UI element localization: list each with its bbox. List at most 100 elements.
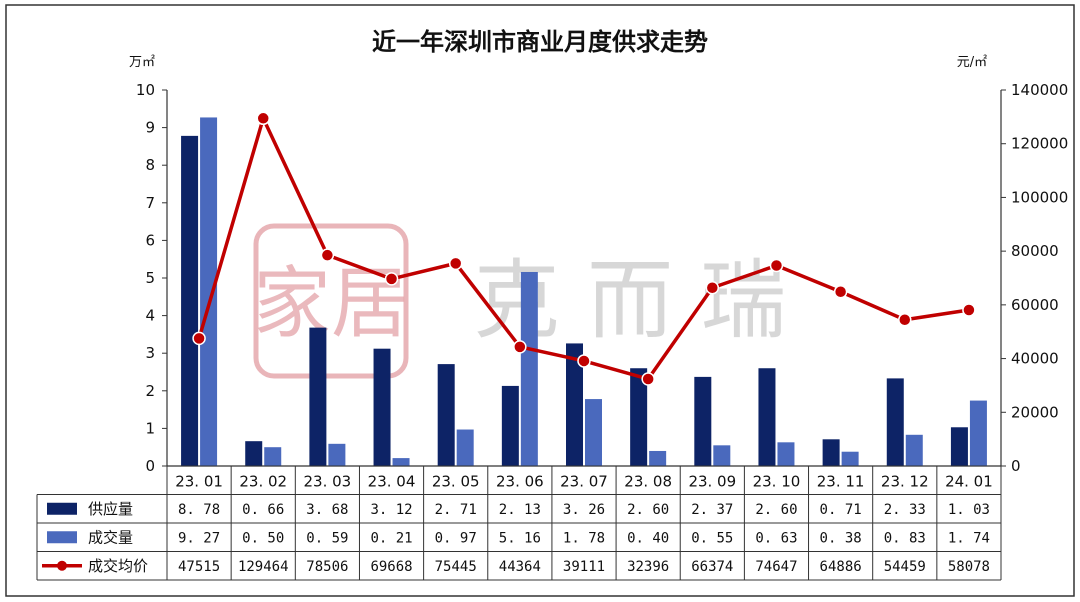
table-cell-value: 0. 97 <box>435 530 477 546</box>
left-tick-label: 2 <box>145 382 155 400</box>
table-cell-value: 0. 50 <box>242 530 284 546</box>
table-cell-value: 0. 21 <box>370 530 412 546</box>
table-cell-value: 75445 <box>435 559 477 575</box>
left-tick-label: 10 <box>136 81 155 99</box>
bar-supply <box>373 348 391 466</box>
x-tick-label: 23. 11 <box>817 472 865 490</box>
bar-supply <box>822 439 840 466</box>
bar-deal <box>969 400 987 466</box>
table-cell-value: 2. 33 <box>884 502 926 518</box>
x-tick-label: 23. 10 <box>753 472 801 490</box>
legend-key-marker <box>57 560 67 571</box>
table-cell-value: 1. 74 <box>948 530 990 546</box>
table-cell-value: 44364 <box>499 559 541 575</box>
x-tick-label: 23. 07 <box>560 472 608 490</box>
table-cell-value: 8. 78 <box>178 502 220 518</box>
x-tick-label: 23. 09 <box>688 472 736 490</box>
price-point <box>256 111 270 126</box>
left-tick-label: 7 <box>145 194 155 212</box>
chart-title: 近一年深圳市商业月度供求走势 <box>372 28 708 56</box>
right-tick-label: 120000 <box>1011 135 1068 153</box>
table-cell-value: 0. 71 <box>820 502 862 518</box>
table-cell-value: 3. 12 <box>370 502 412 518</box>
table-cell-value: 0. 83 <box>884 530 926 546</box>
x-tick-label: 23. 06 <box>496 472 544 490</box>
table-cell-value: 69668 <box>370 559 412 575</box>
x-tick-label: 23. 05 <box>432 472 480 490</box>
bar-deal <box>456 429 474 466</box>
bar-supply <box>758 368 776 466</box>
bar-deal <box>200 117 218 466</box>
left-axis-unit: 万㎡ <box>129 55 155 70</box>
table-cell-value: 64886 <box>820 559 862 575</box>
price-point <box>962 303 976 317</box>
legend-label: 成交量 <box>88 528 133 546</box>
table-cell-value: 2. 13 <box>499 502 541 518</box>
right-axis-unit: 元/㎡ <box>957 55 987 70</box>
price-point <box>898 312 912 327</box>
left-tick-label: 4 <box>145 307 155 325</box>
bar-supply <box>245 441 263 466</box>
right-tick-label: 60000 <box>1011 296 1059 314</box>
table-cell-value: 0. 63 <box>755 530 797 546</box>
price-point <box>769 258 784 273</box>
right-tick-label: 20000 <box>1011 403 1059 421</box>
table-cell-value: 74647 <box>755 559 797 575</box>
right-tick-label: 0 <box>1011 457 1021 475</box>
bar-deal <box>649 450 667 466</box>
price-point <box>641 372 655 386</box>
bar-deal <box>841 451 859 466</box>
x-tick-label: 23. 02 <box>239 472 287 490</box>
legend-label: 供应量 <box>88 500 133 518</box>
table-cell-value: 3. 68 <box>306 502 348 518</box>
table-cell-value: 2. 37 <box>691 502 733 518</box>
left-tick-label: 8 <box>145 156 155 174</box>
bar-supply <box>309 327 327 466</box>
right-tick-label: 40000 <box>1011 350 1059 368</box>
bar-deal <box>585 399 602 466</box>
data-table: 23. 01 23. 02 23. 03 23. 04 23. 05 23. 06 23. … <box>36 465 1002 581</box>
legend-key-bar <box>47 502 77 515</box>
watermark-seal-text: 家居 <box>253 259 409 349</box>
table-cell-value: 0. 66 <box>242 502 284 518</box>
bar-supply <box>501 385 519 466</box>
x-tick-label: 23. 12 <box>881 472 929 490</box>
price-point <box>513 340 527 354</box>
table-cell-value: 1. 78 <box>563 530 605 546</box>
table-cell-value: 2. 60 <box>627 502 669 518</box>
table-cell-value: 78506 <box>306 559 348 575</box>
price-point <box>192 331 206 346</box>
bar-deal <box>777 442 795 466</box>
bar-deal <box>713 445 731 466</box>
table-cell-value: 32396 <box>627 559 669 575</box>
left-tick-label: 0 <box>145 457 155 475</box>
bar-supply <box>181 135 199 466</box>
left-tick-label: 3 <box>145 344 155 362</box>
table-cell-value: 3. 26 <box>563 502 605 518</box>
table-cell-value: 5. 16 <box>499 530 541 546</box>
bar-supply <box>437 364 455 466</box>
table-cell-value: 1. 03 <box>948 502 990 518</box>
price-point <box>320 248 335 262</box>
left-tick-label: 6 <box>145 231 155 249</box>
bar-supply <box>566 343 583 466</box>
table-cell-value: 58078 <box>948 559 990 575</box>
x-tick-label: 24. 01 <box>945 472 993 490</box>
table-cell-value: 47515 <box>178 559 220 575</box>
table-cell-value: 2. 71 <box>435 502 477 518</box>
bar-supply <box>950 427 968 466</box>
left-tick-label: 1 <box>145 419 155 437</box>
bar-supply <box>630 368 648 466</box>
bar-deal <box>905 434 923 466</box>
price-point <box>705 280 720 295</box>
bar-deal <box>392 458 410 466</box>
right-tick-label: 80000 <box>1011 242 1059 260</box>
bar-deal <box>328 443 346 466</box>
table-cell-value: 0. 55 <box>691 530 733 546</box>
price-line <box>192 111 976 386</box>
table-cell-value: 129464 <box>238 559 289 575</box>
table-cell-value: 0. 40 <box>627 530 669 546</box>
legend-key-bar <box>47 531 77 544</box>
